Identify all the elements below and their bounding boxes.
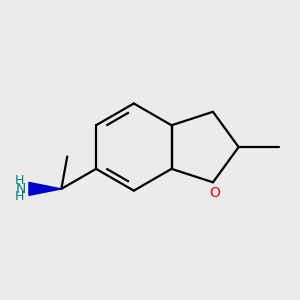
Text: N: N: [16, 182, 26, 196]
Polygon shape: [29, 182, 61, 195]
Text: H: H: [15, 190, 25, 203]
Text: H: H: [15, 174, 25, 188]
Text: O: O: [209, 186, 220, 200]
